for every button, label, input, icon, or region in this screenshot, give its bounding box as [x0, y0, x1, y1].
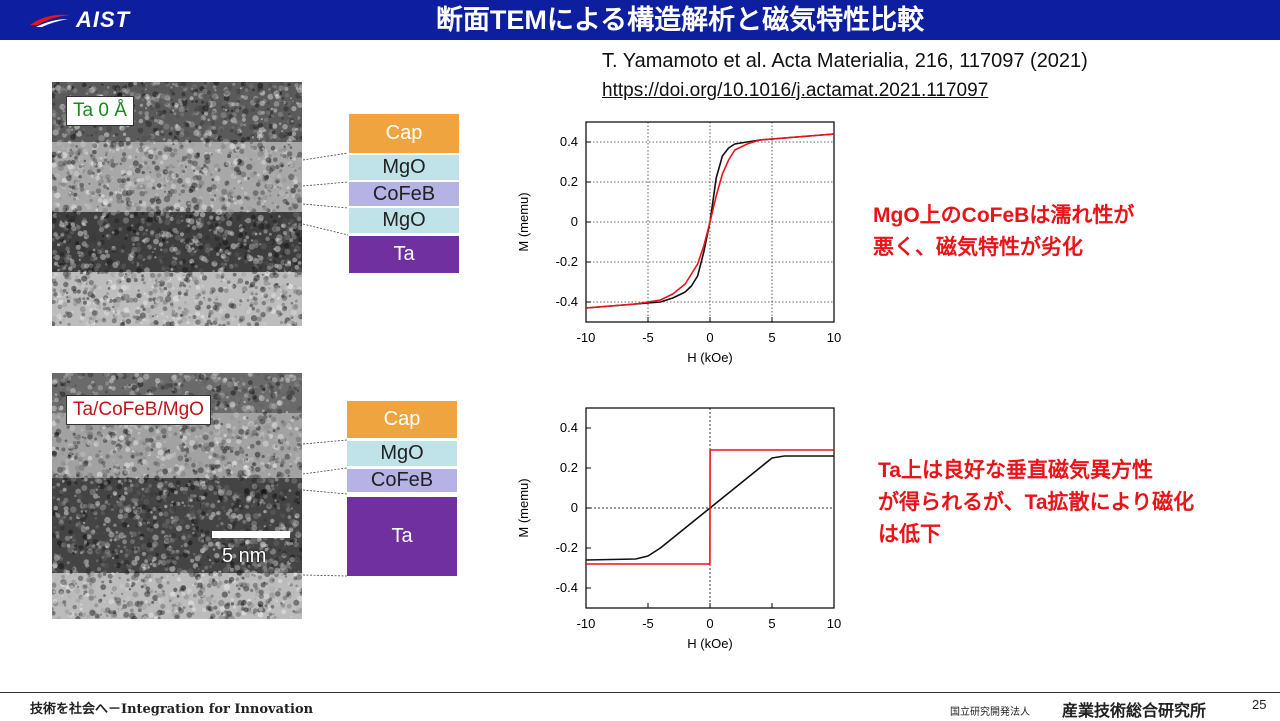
plot1-ytick-4: -0.4 [556, 294, 578, 309]
plot1-series-1 [586, 134, 834, 308]
plot1-ytick-0: 0.4 [560, 134, 578, 149]
plot1-xtick-1: -5 [642, 330, 654, 345]
layer-ta-1-4: Ta [349, 236, 459, 273]
doi-link[interactable]: https://doi.org/10.1016/j.actamat.2021.1… [602, 80, 988, 102]
mh-plot-2: -10 -5 0 5 10 0.4 0.2 0 -0.2 -0.4 H (kOe) M (memu) [510, 396, 860, 671]
slide-title: 断面TEMによる構造解析と磁気特性比較 [250, 4, 1110, 36]
plot2-ytick-4: -0.4 [556, 580, 578, 595]
plot2-xtick-0: -10 [577, 616, 596, 631]
footer-divider [0, 692, 1280, 693]
plot1-xtick-3: 5 [768, 330, 775, 345]
plot1-ytick-3: -0.2 [556, 254, 578, 269]
page-number: 25 [1252, 697, 1266, 712]
plot2-series-1 [586, 450, 834, 564]
sample-label-2: Ta/CoFeB/MgO [66, 395, 211, 425]
logo-text: AIST [76, 7, 130, 33]
layer-cofeb-1-2: CoFeB [349, 182, 459, 206]
plot1-xtick-4: 10 [827, 330, 841, 345]
plot1-xtick-2: 0 [706, 330, 713, 345]
citation: T. Yamamoto et al. Acta Materialia, 216,… [602, 50, 1088, 73]
annotation-2-line-1: Ta上は良好な垂直磁気異方性 [878, 455, 1194, 487]
plot1-xtick-0: -10 [577, 330, 596, 345]
plot2-ytick-0: 0.4 [560, 420, 578, 435]
plot2-xtick-3: 5 [768, 616, 775, 631]
layer-cofeb-2-2: CoFeB [347, 469, 457, 492]
layer-mgo-1-1: MgO [349, 155, 459, 180]
annotation-1-line-2: 悪く、磁気特性が劣化 [873, 232, 1134, 264]
header-bar: AIST 断面TEMによる構造解析と磁気特性比較 [0, 0, 1280, 40]
sample-label-1: Ta 0 Å [66, 96, 134, 126]
mh-plot-1: -10 -5 0 5 10 0.4 0.2 0 -0.2 -0.4 H (kOe) M (memu) [510, 110, 860, 385]
layer-cap-1-0: Cap [349, 114, 459, 153]
layer-cap-2-0: Cap [347, 401, 457, 438]
layer-ta-2-3: Ta [347, 497, 457, 576]
scale-bar [212, 531, 290, 538]
plot2-xtick-1: -5 [642, 616, 654, 631]
plot2-ytick-2: 0 [571, 500, 578, 515]
plot2-ylabel: M (memu) [516, 478, 531, 537]
plot1-ylabel: M (memu) [516, 192, 531, 251]
scale-bar-label: 5 nm [222, 545, 266, 568]
annotation-1: MgO上のCoFeBは濡れ性が 悪く、磁気特性が劣化 [873, 200, 1134, 264]
annotation-2-line-3: は低下 [878, 519, 1194, 551]
layer-mgo-2-1: MgO [347, 441, 457, 466]
footer-org-name: 産業技術総合研究所 [1062, 697, 1206, 721]
layer-mgo-1-3: MgO [349, 208, 459, 233]
annotation-2-line-2: が得られるが、Ta拡散により磁化 [878, 487, 1194, 519]
plot2-ytick-1: 0.2 [560, 460, 578, 475]
aist-logo: AIST [28, 6, 130, 34]
plot1-ytick-2: 0 [571, 214, 578, 229]
annotation-2: Ta上は良好な垂直磁気異方性 が得られるが、Ta拡散により磁化 は低下 [878, 455, 1194, 551]
aist-swoosh-icon [28, 11, 72, 29]
plot2-xtick-2: 0 [706, 616, 713, 631]
plot1-ytick-1: 0.2 [560, 174, 578, 189]
plot2-xtick-4: 10 [827, 616, 841, 631]
annotation-1-line-1: MgO上のCoFeBは濡れ性が [873, 200, 1134, 232]
footer-slogan: 技術を社会へ－Integration for Innovation [30, 698, 313, 717]
plot2-xlabel: H (kOe) [687, 636, 733, 651]
plot1-xlabel: H (kOe) [687, 350, 733, 365]
plot2-ytick-3: -0.2 [556, 540, 578, 555]
footer-org-type: 国立研究開発法人 [950, 703, 1030, 718]
